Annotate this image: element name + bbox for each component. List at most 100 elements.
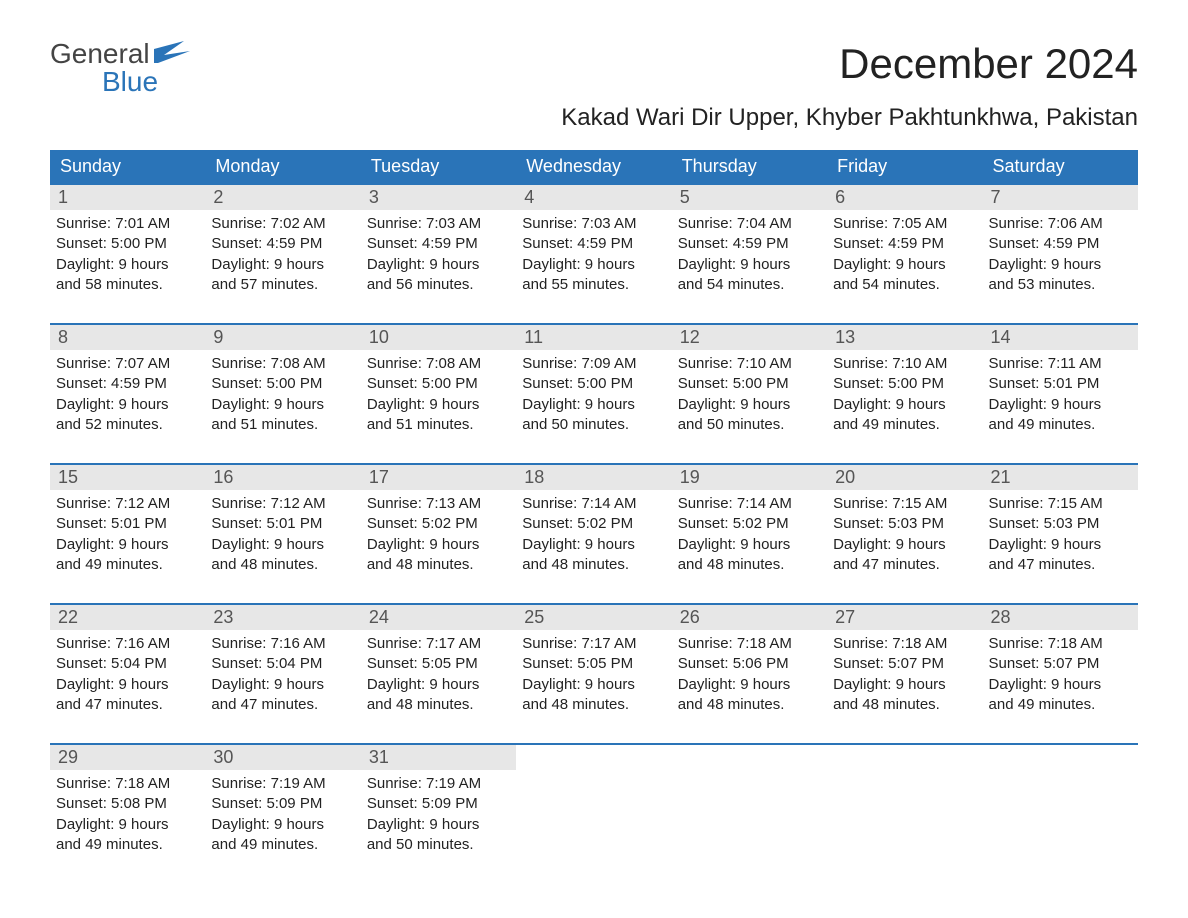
daylight-line-2: and 48 minutes.: [367, 695, 510, 715]
sunset-text: Sunset: 5:07 PM: [989, 654, 1132, 674]
day-content: Sunrise: 7:19 AMSunset: 5:09 PMDaylight:…: [205, 770, 360, 855]
day-cell: [983, 745, 1138, 865]
daylight-line-1: Daylight: 9 hours: [522, 395, 665, 415]
daylight-line-2: and 54 minutes.: [833, 275, 976, 295]
week-row: 29Sunrise: 7:18 AMSunset: 5:08 PMDayligh…: [50, 743, 1138, 865]
day-cell: 6Sunrise: 7:05 AMSunset: 4:59 PMDaylight…: [827, 185, 982, 305]
sunrise-text: Sunrise: 7:02 AM: [211, 214, 354, 234]
day-cell: 1Sunrise: 7:01 AMSunset: 5:00 PMDaylight…: [50, 185, 205, 305]
daylight-line-2: and 48 minutes.: [367, 555, 510, 575]
daylight-line-2: and 50 minutes.: [367, 835, 510, 855]
daylight-line-1: Daylight: 9 hours: [367, 535, 510, 555]
day-content: Sunrise: 7:04 AMSunset: 4:59 PMDaylight:…: [672, 210, 827, 295]
daylight-line-1: Daylight: 9 hours: [522, 255, 665, 275]
day-cell: 9Sunrise: 7:08 AMSunset: 5:00 PMDaylight…: [205, 325, 360, 445]
day-cell: 4Sunrise: 7:03 AMSunset: 4:59 PMDaylight…: [516, 185, 671, 305]
sunrise-text: Sunrise: 7:19 AM: [367, 774, 510, 794]
day-number: 2: [205, 185, 360, 210]
daylight-line-1: Daylight: 9 hours: [678, 255, 821, 275]
day-cell: 24Sunrise: 7:17 AMSunset: 5:05 PMDayligh…: [361, 605, 516, 725]
daylight-line-2: and 48 minutes.: [522, 695, 665, 715]
day-number: 3: [361, 185, 516, 210]
sunset-text: Sunset: 5:06 PM: [678, 654, 821, 674]
day-content: Sunrise: 7:07 AMSunset: 4:59 PMDaylight:…: [50, 350, 205, 435]
day-content: Sunrise: 7:19 AMSunset: 5:09 PMDaylight:…: [361, 770, 516, 855]
sunrise-text: Sunrise: 7:18 AM: [56, 774, 199, 794]
day-content: Sunrise: 7:03 AMSunset: 4:59 PMDaylight:…: [361, 210, 516, 295]
daylight-line-1: Daylight: 9 hours: [522, 535, 665, 555]
daylight-line-1: Daylight: 9 hours: [56, 815, 199, 835]
sunset-text: Sunset: 5:00 PM: [56, 234, 199, 254]
daylight-line-1: Daylight: 9 hours: [211, 675, 354, 695]
daylight-line-1: Daylight: 9 hours: [833, 535, 976, 555]
weekday-header: Sunday: [50, 150, 205, 183]
daylight-line-2: and 56 minutes.: [367, 275, 510, 295]
day-number: 14: [983, 325, 1138, 350]
daylight-line-1: Daylight: 9 hours: [678, 395, 821, 415]
daylight-line-1: Daylight: 9 hours: [56, 395, 199, 415]
daylight-line-2: and 51 minutes.: [211, 415, 354, 435]
daylight-line-1: Daylight: 9 hours: [367, 815, 510, 835]
sunset-text: Sunset: 4:59 PM: [211, 234, 354, 254]
day-cell: 2Sunrise: 7:02 AMSunset: 4:59 PMDaylight…: [205, 185, 360, 305]
sunset-text: Sunset: 5:00 PM: [211, 374, 354, 394]
day-number: 8: [50, 325, 205, 350]
day-number: 22: [50, 605, 205, 630]
daylight-line-1: Daylight: 9 hours: [56, 535, 199, 555]
daylight-line-2: and 48 minutes.: [211, 555, 354, 575]
daylight-line-1: Daylight: 9 hours: [211, 535, 354, 555]
day-number: 4: [516, 185, 671, 210]
weekday-header: Wednesday: [516, 150, 671, 183]
day-cell: 11Sunrise: 7:09 AMSunset: 5:00 PMDayligh…: [516, 325, 671, 445]
sunrise-text: Sunrise: 7:11 AM: [989, 354, 1132, 374]
sunrise-text: Sunrise: 7:14 AM: [678, 494, 821, 514]
sunset-text: Sunset: 5:02 PM: [522, 514, 665, 534]
day-cell: 18Sunrise: 7:14 AMSunset: 5:02 PMDayligh…: [516, 465, 671, 585]
header: General Blue December 2024: [50, 40, 1138, 96]
sunrise-text: Sunrise: 7:04 AM: [678, 214, 821, 234]
day-content: Sunrise: 7:16 AMSunset: 5:04 PMDaylight:…: [50, 630, 205, 715]
weekday-header: Saturday: [983, 150, 1138, 183]
sunrise-text: Sunrise: 7:10 AM: [678, 354, 821, 374]
daylight-line-2: and 48 minutes.: [522, 555, 665, 575]
day-number: 15: [50, 465, 205, 490]
day-cell: 25Sunrise: 7:17 AMSunset: 5:05 PMDayligh…: [516, 605, 671, 725]
day-content: Sunrise: 7:18 AMSunset: 5:07 PMDaylight:…: [827, 630, 982, 715]
day-number: 17: [361, 465, 516, 490]
day-content: Sunrise: 7:11 AMSunset: 5:01 PMDaylight:…: [983, 350, 1138, 435]
day-content: Sunrise: 7:17 AMSunset: 5:05 PMDaylight:…: [516, 630, 671, 715]
sunrise-text: Sunrise: 7:17 AM: [367, 634, 510, 654]
weeks-container: 1Sunrise: 7:01 AMSunset: 5:00 PMDaylight…: [50, 183, 1138, 865]
day-cell: 3Sunrise: 7:03 AMSunset: 4:59 PMDaylight…: [361, 185, 516, 305]
day-cell: 14Sunrise: 7:11 AMSunset: 5:01 PMDayligh…: [983, 325, 1138, 445]
sunset-text: Sunset: 5:05 PM: [367, 654, 510, 674]
day-content: Sunrise: 7:16 AMSunset: 5:04 PMDaylight:…: [205, 630, 360, 715]
day-cell: 8Sunrise: 7:07 AMSunset: 4:59 PMDaylight…: [50, 325, 205, 445]
daylight-line-2: and 57 minutes.: [211, 275, 354, 295]
day-number: 21: [983, 465, 1138, 490]
day-cell: 26Sunrise: 7:18 AMSunset: 5:06 PMDayligh…: [672, 605, 827, 725]
daylight-line-2: and 49 minutes.: [56, 555, 199, 575]
week-row: 8Sunrise: 7:07 AMSunset: 4:59 PMDaylight…: [50, 323, 1138, 445]
day-number: 13: [827, 325, 982, 350]
day-number: 7: [983, 185, 1138, 210]
sunrise-text: Sunrise: 7:08 AM: [367, 354, 510, 374]
sunset-text: Sunset: 4:59 PM: [678, 234, 821, 254]
sunrise-text: Sunrise: 7:03 AM: [367, 214, 510, 234]
daylight-line-1: Daylight: 9 hours: [367, 675, 510, 695]
daylight-line-2: and 48 minutes.: [678, 555, 821, 575]
weekday-header: Tuesday: [361, 150, 516, 183]
sunset-text: Sunset: 4:59 PM: [367, 234, 510, 254]
sunrise-text: Sunrise: 7:15 AM: [989, 494, 1132, 514]
week-row: 1Sunrise: 7:01 AMSunset: 5:00 PMDaylight…: [50, 183, 1138, 305]
page-title: December 2024: [839, 40, 1138, 88]
daylight-line-1: Daylight: 9 hours: [56, 255, 199, 275]
day-cell: 23Sunrise: 7:16 AMSunset: 5:04 PMDayligh…: [205, 605, 360, 725]
sunrise-text: Sunrise: 7:15 AM: [833, 494, 976, 514]
daylight-line-1: Daylight: 9 hours: [989, 675, 1132, 695]
sunrise-text: Sunrise: 7:01 AM: [56, 214, 199, 234]
sunset-text: Sunset: 5:08 PM: [56, 794, 199, 814]
weekday-header: Friday: [827, 150, 982, 183]
sunrise-text: Sunrise: 7:12 AM: [56, 494, 199, 514]
brand-name-bottom: Blue: [50, 68, 190, 96]
